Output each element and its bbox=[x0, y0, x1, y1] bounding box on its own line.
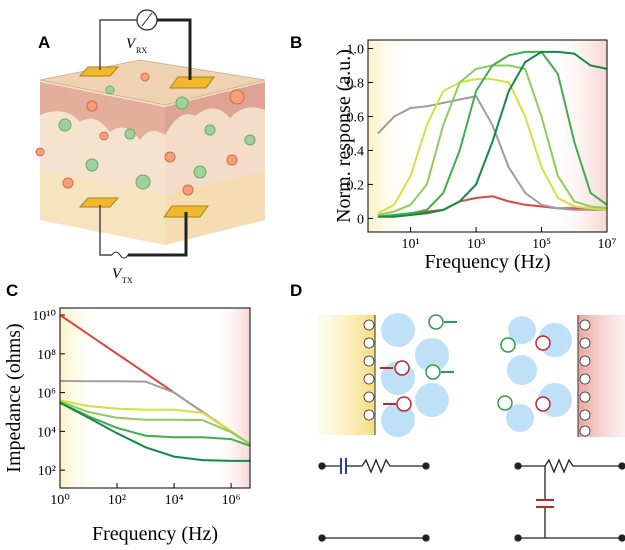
panel-label: D bbox=[290, 281, 302, 300]
y-tick-label: 10² bbox=[38, 464, 56, 479]
v-rx-subscript: RX bbox=[136, 46, 147, 55]
x-tick-label: 10³ bbox=[467, 237, 485, 252]
x-tick-label: 10⁰ bbox=[50, 493, 70, 508]
series-line bbox=[377, 78, 608, 215]
x-tick-label: 10⁶ bbox=[222, 493, 241, 508]
series-line bbox=[377, 50, 608, 218]
x-tick-label: 10² bbox=[108, 493, 126, 508]
x-tick-label: 10⁵ bbox=[532, 237, 551, 252]
interface-diagram bbox=[318, 313, 625, 542]
x-axis-label: Frequency (Hz) bbox=[424, 251, 550, 273]
v-tx-label: V bbox=[112, 266, 123, 282]
low-freq-shade bbox=[368, 40, 413, 232]
series-line bbox=[377, 50, 608, 218]
y-tick-label: 0.6 bbox=[347, 110, 365, 125]
panel-label: A bbox=[38, 33, 50, 52]
v-tx-subscript: TX bbox=[122, 276, 133, 285]
plot-frame bbox=[367, 39, 608, 233]
y-tick-label: 0.4 bbox=[347, 144, 365, 159]
plot-frame bbox=[59, 307, 251, 489]
x-tick-label: 10⁷ bbox=[598, 237, 617, 252]
y-axis-label: Impedance (ohms) bbox=[3, 323, 25, 472]
y-tick-label: 10⁸ bbox=[37, 348, 56, 363]
panel-label: B bbox=[290, 33, 302, 52]
y-tick-label: 1.0 bbox=[347, 42, 365, 57]
y-tick-label: 0.2 bbox=[347, 178, 365, 193]
v-rx-label: V bbox=[126, 36, 137, 52]
series-line bbox=[59, 399, 251, 445]
series-line bbox=[59, 401, 251, 447]
y-axis-label: Norm. response (a.u.) bbox=[333, 49, 355, 223]
series-line bbox=[59, 400, 251, 445]
skin-diagram: V RX V TX bbox=[35, 9, 266, 285]
series-line bbox=[377, 94, 607, 211]
y-tick-label: 10⁴ bbox=[37, 425, 56, 440]
x-tick-label: 10⁴ bbox=[165, 493, 184, 508]
low-freq-shade bbox=[60, 308, 100, 488]
panel-label: C bbox=[6, 281, 18, 300]
y-tick-label: 0.8 bbox=[347, 76, 365, 91]
x-tick-label: 10¹ bbox=[401, 237, 419, 252]
high-freq-shade bbox=[212, 308, 250, 488]
series-line bbox=[59, 401, 250, 462]
x-axis-label: Frequency (Hz) bbox=[92, 523, 218, 545]
y-tick-label: 10¹⁰ bbox=[32, 309, 56, 324]
y-tick-label: 10⁶ bbox=[37, 387, 56, 402]
y-tick-label: 0 bbox=[357, 212, 364, 227]
